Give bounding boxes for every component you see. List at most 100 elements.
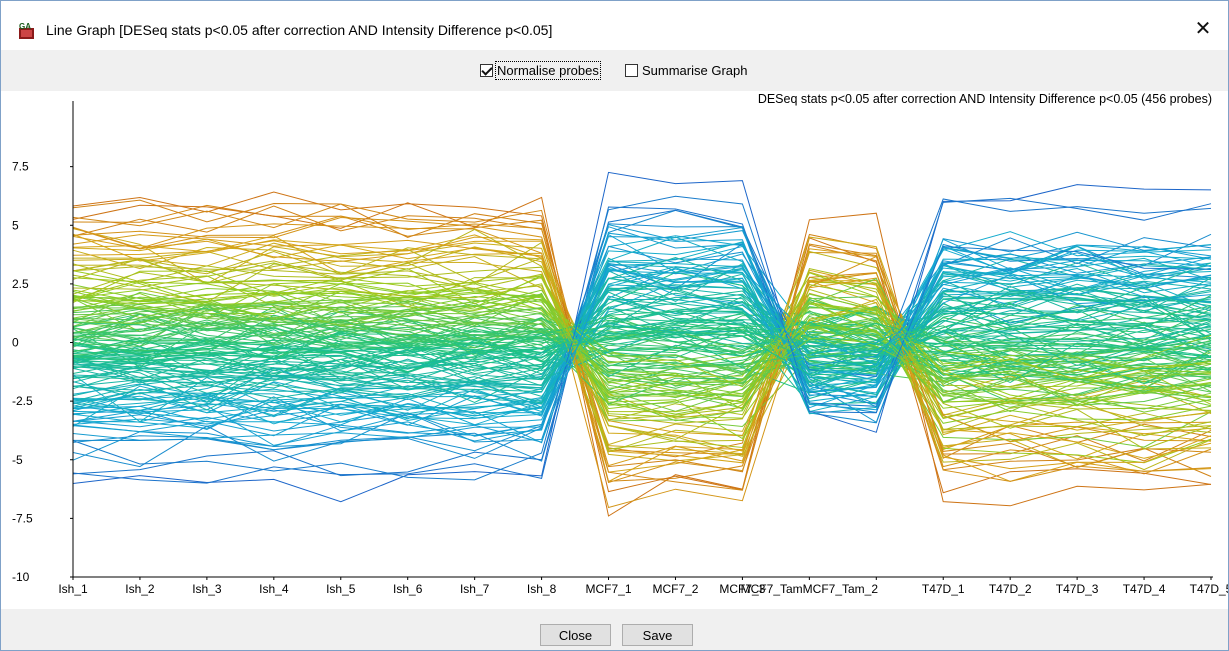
y-tick-label: -10 (12, 570, 30, 584)
probe-line (72, 319, 1212, 375)
chart-title: DESeq stats p<0.05 after correction AND … (758, 92, 1212, 106)
probe-line (72, 262, 1212, 443)
probe-line (72, 228, 1212, 469)
chart-axes: 7.5 5 2.5 0 -2.5 -5 -7.5 -10 Ish_1 Ish_2 Ish_3 Ish_… (12, 101, 1228, 596)
probe-line (72, 268, 1212, 426)
probe-line (72, 272, 1212, 403)
title-bar: GA Line Graph [DESeq stats p<0.05 after … (1, 1, 1228, 49)
x-tick-label: MCF7_TamMCF7_Tam_2 (741, 582, 879, 596)
probe-line (72, 303, 1212, 383)
y-tick-label: 5 (12, 218, 19, 232)
x-tick-label: T47D_3 (1056, 582, 1099, 596)
x-tick-label: Ish_5 (326, 582, 356, 596)
probe-line (72, 268, 1212, 450)
probe-lines (72, 171, 1212, 517)
summarise-graph-label[interactable]: Summarise Graph (642, 63, 748, 78)
probe-line (72, 240, 1212, 482)
probe-line (72, 291, 1212, 415)
button-bar (1, 609, 1228, 650)
checkbox-checked-icon[interactable] (480, 64, 493, 77)
probe-line (72, 295, 1212, 386)
probe-line (72, 293, 1212, 410)
normalise-probes-checkbox[interactable]: Normalise probes (480, 61, 601, 80)
line-graph-plot: 7.5 5 2.5 0 -2.5 -5 -7.5 -10 Ish_1 Ish_2 Ish_3 Ish_… (1, 91, 1228, 609)
x-tick-label: T47D_2 (989, 582, 1032, 596)
probe-line (72, 263, 1212, 450)
y-tick-label: 7.5 (12, 160, 29, 174)
x-tick-label: Ish_2 (125, 582, 155, 596)
x-tick-label: T47D_1 (922, 582, 965, 596)
probe-line (72, 261, 1212, 420)
probe-line (72, 310, 1212, 403)
probe-line (72, 314, 1212, 363)
x-tick-label: Ish_6 (393, 582, 423, 596)
probe-line (72, 301, 1211, 373)
x-tick-label: Ish_4 (259, 582, 289, 596)
probe-line (72, 290, 1212, 406)
probe-line (72, 317, 1212, 395)
probe-line (72, 319, 1212, 372)
probe-line (72, 263, 1212, 402)
probe-line (72, 258, 1212, 397)
line-chart: 7.5 5 2.5 0 -2.5 -5 -7.5 -10 Ish_1 Ish_2 Ish_3 Ish_… (12, 92, 1228, 596)
probe-line (72, 196, 1212, 517)
close-button[interactable]: Close (540, 624, 611, 646)
probe-line (72, 258, 1212, 439)
probe-line (72, 209, 1212, 462)
probe-line (72, 284, 1212, 391)
x-tick-label: MCF7_3 (719, 582, 765, 596)
probe-line (72, 302, 1212, 393)
probe-line (72, 248, 1212, 443)
probe-line (72, 191, 1212, 494)
x-tick-label: T47D_5 (1190, 582, 1228, 596)
probe-line (72, 268, 1212, 418)
probe-line (72, 291, 1212, 404)
options-toolbar (1, 50, 1228, 91)
probe-line (72, 195, 1212, 481)
probe-line (72, 283, 1212, 399)
probe-line (72, 317, 1212, 385)
probe-line (72, 262, 1212, 400)
probe-line (72, 292, 1212, 382)
x-tick-label: T47D_4 (1123, 582, 1166, 596)
y-tick-label: -7.5 (12, 511, 33, 525)
probe-line (72, 215, 1212, 484)
probe-line (72, 232, 1212, 437)
probe-line (72, 276, 1212, 411)
probe-line (72, 224, 1212, 437)
probe-line (72, 231, 1212, 461)
probe-line (72, 203, 1212, 491)
probe-line (72, 198, 1212, 477)
probe-line (72, 290, 1212, 394)
probe-line (72, 235, 1212, 483)
seqmonk-icon: GA (19, 22, 34, 39)
x-tick-label: Ish_3 (192, 582, 222, 596)
checkbox-unchecked-icon[interactable] (625, 64, 638, 77)
probe-line (72, 236, 1212, 455)
probe-line (72, 271, 1212, 377)
x-tick-label: MCF7_1 (586, 582, 632, 596)
probe-line (72, 216, 1212, 475)
probe-line (72, 284, 1212, 406)
x-tick-label: Ish_8 (527, 582, 557, 596)
summarise-graph-checkbox[interactable]: Summarise Graph (625, 63, 747, 78)
probe-line (72, 223, 1212, 468)
probe-line (72, 250, 1212, 457)
probe-line (72, 277, 1212, 388)
normalise-probes-label[interactable]: Normalise probes (495, 61, 601, 80)
probe-line (72, 295, 1212, 359)
probe-line (72, 278, 1212, 403)
probe-line (72, 286, 1212, 375)
save-button[interactable]: Save (622, 624, 693, 646)
probe-line (72, 171, 1212, 503)
probe-line (72, 305, 1212, 355)
probe-line (72, 228, 1212, 471)
close-icon[interactable]: ✕ (1194, 18, 1212, 40)
probe-line (72, 315, 1212, 361)
x-tick-label: Ish_1 (58, 582, 88, 596)
probe-line (72, 274, 1212, 440)
probe-line (72, 283, 1212, 424)
probe-line (72, 258, 1212, 420)
y-tick-label: -5 (12, 453, 23, 467)
